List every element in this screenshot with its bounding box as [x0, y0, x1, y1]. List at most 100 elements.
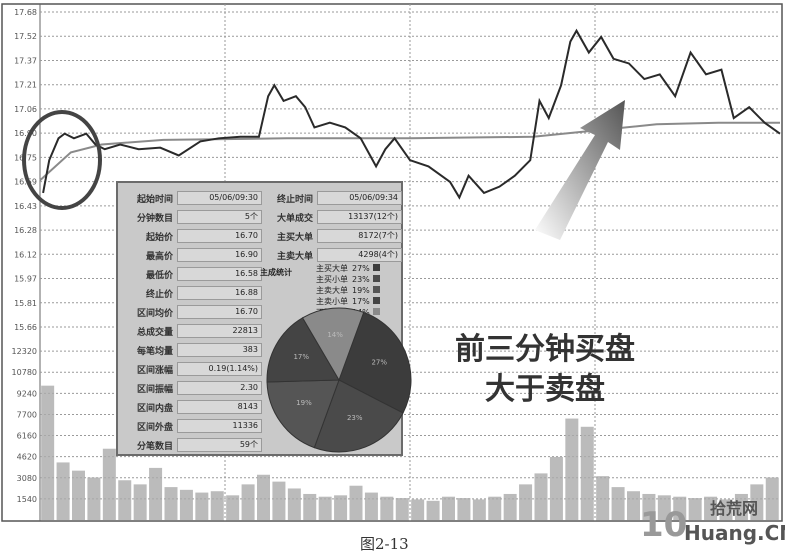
legend-value: 19%: [352, 286, 370, 295]
volume-bar: [549, 456, 563, 520]
stat-value: 22813: [177, 324, 262, 338]
volume-bar: [56, 462, 70, 520]
price-tick-label: 15.66: [14, 323, 37, 332]
volume-bar: [426, 500, 440, 520]
price-tick-label: 17.21: [14, 81, 37, 90]
volume-bar: [734, 493, 748, 520]
volume-bar: [719, 499, 733, 520]
volume-bar: [611, 487, 625, 520]
legend-value: 23%: [352, 275, 370, 284]
stat-label: 起始时间: [136, 194, 173, 205]
stat-value: 05/06/09:34: [317, 191, 402, 205]
stat-value: 05/06/09:30: [177, 191, 262, 205]
volume-bar: [195, 492, 209, 520]
legend-swatch: [372, 297, 380, 304]
annotation: 前三分钟买盘 大于卖盘: [430, 330, 660, 410]
volume-bar: [241, 484, 255, 520]
volume-bar: [503, 493, 517, 520]
volume-tick-label: 3080: [17, 474, 37, 483]
volume-bar: [472, 499, 486, 520]
legend-swatch: [372, 275, 380, 282]
volume-bar: [164, 487, 178, 520]
stat-row: 总成交量 22813: [118, 324, 262, 338]
stat-label: 区间均价: [136, 308, 173, 319]
stat-row: 分钟数目 5个: [118, 210, 262, 224]
legend-name: 主卖大单: [316, 286, 348, 295]
legend-swatch: [372, 264, 380, 271]
legend-value: 17%: [352, 297, 370, 306]
volume-bar: [102, 448, 116, 520]
stat-row: 大单成交 13137(12个): [258, 210, 402, 224]
volume-bar: [118, 480, 132, 520]
volume-bar: [364, 492, 378, 520]
volume-bar: [226, 495, 240, 520]
stat-label: 终止价: [145, 289, 173, 300]
stat-label: 大单成交: [276, 213, 313, 224]
volume-bar: [627, 491, 640, 520]
highlight-circle: [22, 110, 102, 210]
stat-value: 11336: [177, 419, 262, 433]
price-tick-label: 17.06: [14, 105, 37, 114]
price-tick-label: 16.28: [14, 226, 37, 235]
stat-label: 区间外盘: [136, 422, 173, 433]
stat-value: 0.19(1.14%): [177, 362, 262, 376]
volume-bar: [750, 484, 764, 520]
volume-bar: [287, 488, 301, 520]
volume-bar: [257, 474, 270, 520]
stat-label: 分钟数目: [136, 213, 173, 224]
stat-row: 每笔均量 383: [118, 343, 262, 357]
pie-slice-label: 27%: [371, 358, 387, 366]
stat-row: 起始价 16.70: [118, 229, 262, 243]
volume-bar: [72, 470, 85, 520]
volume-tick-label: 7700: [17, 410, 37, 419]
legend-name: 主买大单: [316, 264, 348, 273]
stat-label: 分笔数目: [136, 441, 173, 452]
price-tick-label: 17.52: [14, 32, 37, 41]
volume-bar: [534, 473, 548, 520]
volume-bar: [596, 476, 610, 520]
watermark: 10 Huang.CN 拾荒网: [640, 499, 785, 550]
stat-row: 主买大单 8172(7个): [258, 229, 402, 243]
stat-row: 最高价 16.90: [118, 248, 262, 262]
volume-tick-label: 1540: [17, 495, 37, 504]
volume-bar: [442, 496, 455, 520]
volume-bar: [41, 385, 55, 520]
stat-row: 区间涨幅 0.19(1.14%): [118, 362, 262, 376]
intraday-chart: 17.6817.5217.3717.2117.0616.9016.7516.59…: [1, 3, 783, 522]
stat-label: 区间涨幅: [136, 365, 173, 376]
volume-bar: [580, 426, 594, 520]
average-price-line: [39, 121, 780, 182]
volume-tick-label: 10780: [12, 368, 37, 377]
volume-tick-label: 9240: [17, 389, 37, 398]
stat-value: 16.70: [177, 229, 262, 243]
volume-bar: [303, 493, 317, 520]
volume-bar: [411, 499, 425, 520]
volume-bar: [488, 496, 502, 520]
figure-caption: 图2-13: [360, 535, 409, 553]
volume-bar: [457, 498, 471, 520]
watermark-number: 10: [640, 505, 688, 545]
stat-label: 终止时间: [276, 194, 313, 205]
volume-bar: [349, 485, 363, 520]
volume-bar: [272, 481, 286, 520]
pie-slice-label: 17%: [293, 353, 309, 361]
legend-value: 27%: [352, 264, 370, 273]
price-tick-label: 16.90: [14, 129, 37, 138]
volume-bar: [673, 496, 687, 520]
chart-frame: [1, 3, 783, 522]
volume-tick-label: 12320: [12, 347, 37, 356]
price-tick-label: 16.12: [14, 250, 37, 259]
pie-slice: [266, 317, 340, 383]
volume-bar: [657, 495, 671, 520]
stat-row: 区间内盘 8143: [118, 400, 262, 414]
stat-value: 59个: [177, 438, 262, 452]
trend-arrow: [535, 100, 625, 240]
pie-slice-label: 14%: [327, 331, 343, 339]
annotation-line2: 大于卖盘: [485, 372, 605, 407]
stat-row: 区间均价 16.70: [118, 305, 262, 319]
stat-label: 总成交量: [136, 327, 173, 338]
volume-bar: [395, 498, 409, 520]
stat-label: 主卖大单: [276, 251, 313, 262]
watermark-site: 拾荒网: [710, 499, 759, 518]
